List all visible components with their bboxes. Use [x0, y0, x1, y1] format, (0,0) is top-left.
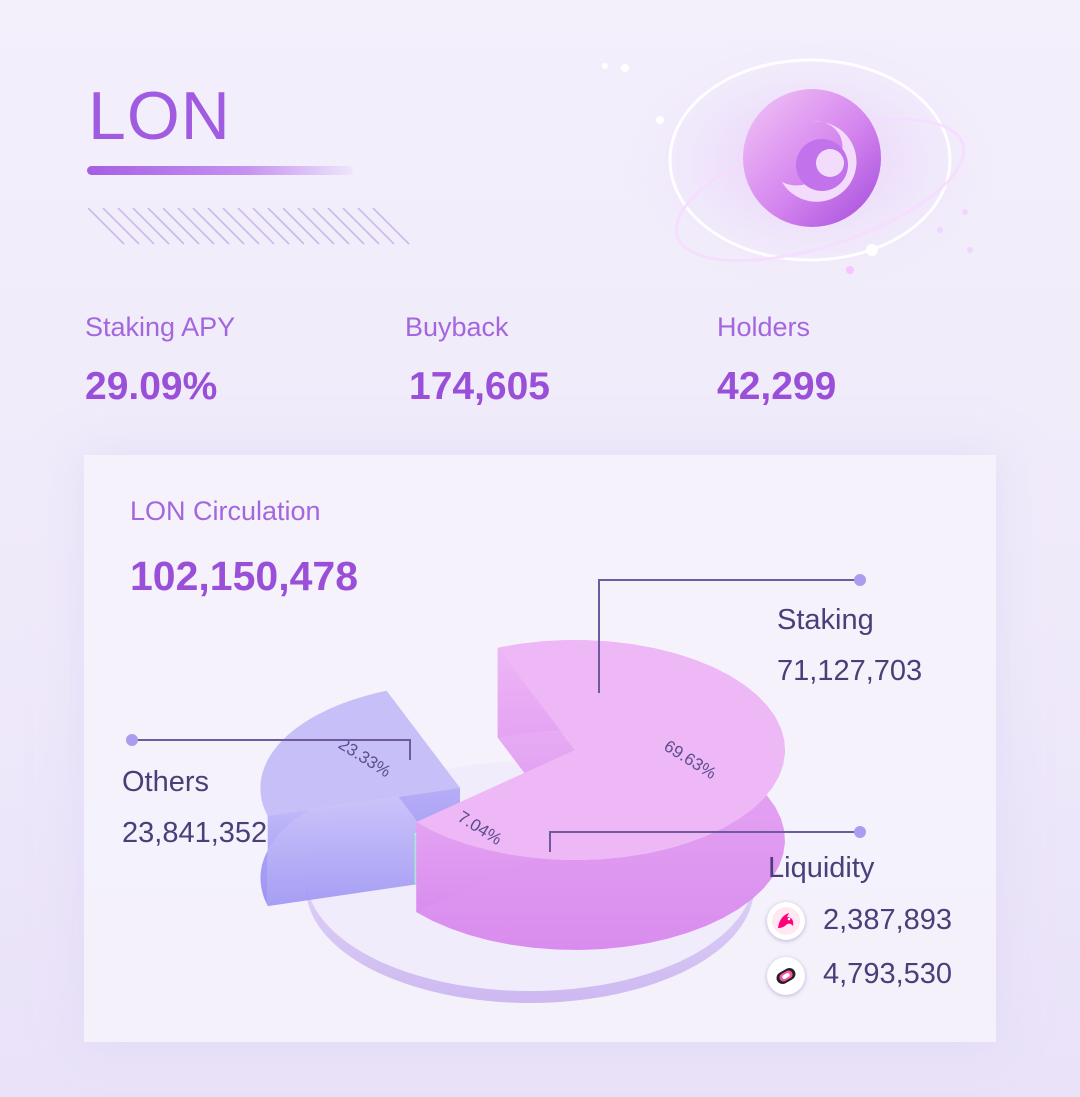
stat-value: 174,605: [409, 365, 550, 408]
legend-staking-amount: 71,127,703: [777, 655, 923, 687]
liquidity-leader-line: [549, 831, 860, 852]
others-leader-dot: [126, 734, 138, 746]
stat-value: 42,299: [717, 365, 837, 408]
hatch-decoration: [88, 208, 410, 245]
legend-others-name: Others: [122, 766, 210, 798]
pie-slice-top: [416, 640, 785, 860]
legend-sushiswap-amount: 4,793,530: [823, 958, 953, 990]
pie-slice-wall: [267, 788, 460, 907]
pie-slice-staking: [416, 640, 785, 950]
stat-holders: Holders 42,299: [717, 312, 836, 409]
legend-liquidity-name: Liquidity: [768, 852, 875, 884]
pie-slice-others: [260, 690, 460, 907]
others-leader-line: [132, 739, 411, 760]
stat-label: Staking APY: [85, 312, 236, 342]
stat-label: Holders: [717, 312, 811, 342]
liquidity-leader-dot: [854, 826, 866, 838]
staking-leader-line: [598, 579, 860, 693]
stat-value: 29.09%: [85, 365, 218, 408]
legend-uniswap-amount: 2,387,893: [823, 904, 953, 936]
title-underline: [87, 166, 353, 175]
circulation-label: LON Circulation: [130, 496, 321, 526]
stat-staking-apy: Staking APY 29.09%: [85, 312, 235, 409]
uniswap-unicorn-icon: [767, 902, 805, 940]
token-title: LON: [88, 78, 231, 154]
stat-buyback: Buyback 174,605: [405, 312, 550, 409]
circulation-value: 102,150,478: [130, 553, 359, 599]
sushiswap-icon: [767, 957, 805, 995]
legend-others-amount: 23,841,352: [122, 817, 268, 849]
staking-leader-dot: [854, 574, 866, 586]
legend-staking-name: Staking: [777, 604, 874, 636]
planet-logo-icon: [602, 40, 1000, 290]
pie-slice-top: [260, 690, 460, 817]
stat-label: Buyback: [405, 312, 509, 342]
